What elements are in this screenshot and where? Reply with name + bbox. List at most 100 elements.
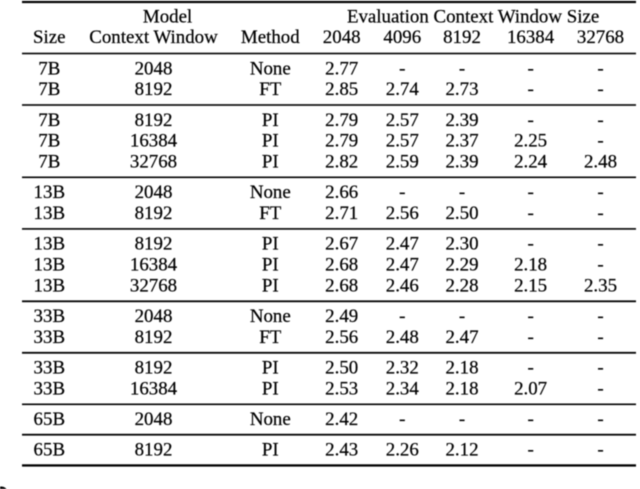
svg-text:-: -: [527, 110, 533, 131]
svg-text:2.37: 2.37: [445, 131, 478, 152]
svg-text:33B: 33B: [34, 306, 66, 327]
svg-text:-: -: [399, 306, 405, 327]
svg-text:32768: 32768: [130, 276, 177, 297]
svg-text:2.46: 2.46: [386, 276, 419, 297]
svg-text:2.32: 2.32: [386, 358, 419, 379]
svg-text:PI: PI: [262, 234, 279, 255]
svg-text:32768: 32768: [130, 152, 177, 173]
svg-text:8192: 8192: [135, 440, 173, 461]
svg-text:FT: FT: [259, 79, 282, 100]
svg-text:-: -: [527, 409, 533, 430]
svg-text:2.59: 2.59: [386, 152, 419, 173]
svg-text:2.39: 2.39: [445, 110, 478, 131]
svg-text:2048: 2048: [135, 58, 173, 79]
svg-text:8192: 8192: [135, 327, 173, 348]
svg-text:None: None: [250, 182, 291, 203]
svg-text:-: -: [597, 440, 603, 461]
svg-text:-: -: [527, 182, 533, 203]
svg-text:2.25: 2.25: [514, 131, 547, 152]
svg-text:2.71: 2.71: [325, 203, 358, 224]
svg-text:PI: PI: [262, 110, 279, 131]
svg-text:PI: PI: [262, 131, 279, 152]
svg-text:-: -: [527, 58, 533, 79]
svg-text:2.07: 2.07: [514, 379, 547, 400]
svg-text:-: -: [527, 358, 533, 379]
svg-text:2.30: 2.30: [445, 234, 478, 255]
svg-text:2.82: 2.82: [325, 152, 358, 173]
svg-text:2.48: 2.48: [386, 327, 419, 348]
svg-text:-: -: [527, 234, 533, 255]
svg-text:-: -: [399, 58, 405, 79]
svg-text:2.68: 2.68: [325, 255, 358, 276]
svg-text:-: -: [597, 79, 603, 100]
svg-text:FT: FT: [259, 327, 282, 348]
svg-text:2.18: 2.18: [445, 379, 478, 400]
svg-text:Model: Model: [143, 7, 192, 28]
svg-text:7B: 7B: [38, 152, 60, 173]
svg-text:16384: 16384: [130, 131, 178, 152]
svg-text:-: -: [527, 440, 533, 461]
svg-text:7B: 7B: [38, 58, 60, 79]
svg-text:13B: 13B: [34, 255, 66, 276]
svg-text:2.35: 2.35: [584, 276, 617, 297]
svg-text:-: -: [459, 58, 465, 79]
svg-text:2.57: 2.57: [386, 110, 419, 131]
svg-text:PI: PI: [262, 358, 279, 379]
svg-text:-: -: [597, 255, 603, 276]
svg-text:-: -: [597, 234, 603, 255]
svg-text:2.79: 2.79: [325, 131, 358, 152]
svg-text:2.57: 2.57: [386, 131, 419, 152]
svg-text:PI: PI: [262, 379, 279, 400]
svg-text:2.68: 2.68: [325, 276, 358, 297]
svg-text:32768: 32768: [577, 27, 624, 48]
svg-text:2.53: 2.53: [325, 379, 358, 400]
svg-text:2.48: 2.48: [584, 152, 617, 173]
svg-text:2.79: 2.79: [325, 110, 358, 131]
svg-text:2.47: 2.47: [386, 234, 419, 255]
svg-text:2.50: 2.50: [445, 203, 478, 224]
svg-text:PI: PI: [262, 440, 279, 461]
svg-text:PI: PI: [262, 152, 279, 173]
svg-text:Context Window: Context Window: [89, 27, 218, 48]
svg-text:2.26: 2.26: [386, 440, 419, 461]
svg-text:-: -: [527, 327, 533, 348]
svg-text:8192: 8192: [135, 79, 173, 100]
svg-text:16384: 16384: [507, 27, 555, 48]
svg-text:8192: 8192: [443, 27, 481, 48]
svg-text:-: -: [597, 110, 603, 131]
svg-text:None: None: [250, 58, 291, 79]
svg-text:2.29: 2.29: [445, 255, 478, 276]
svg-text:Size: Size: [33, 27, 66, 48]
svg-text:2.39: 2.39: [445, 152, 478, 173]
svg-text:2.18: 2.18: [514, 255, 547, 276]
svg-text:2.56: 2.56: [386, 203, 419, 224]
svg-text:2048: 2048: [323, 27, 361, 48]
svg-text:-: -: [597, 131, 603, 152]
svg-text:Method: Method: [241, 27, 300, 48]
svg-text:7B: 7B: [38, 131, 60, 152]
svg-text:16384: 16384: [130, 379, 178, 400]
svg-text:2.47: 2.47: [445, 327, 478, 348]
svg-text:33B: 33B: [34, 379, 66, 400]
svg-text:8192: 8192: [135, 203, 173, 224]
svg-text:FT: FT: [259, 203, 282, 224]
svg-text:2.47: 2.47: [386, 255, 419, 276]
svg-text:-: -: [597, 306, 603, 327]
svg-text:2.28: 2.28: [445, 276, 478, 297]
svg-text:33B: 33B: [34, 358, 66, 379]
svg-text:-: -: [597, 58, 603, 79]
svg-text:None: None: [250, 306, 291, 327]
svg-text:-: -: [527, 203, 533, 224]
svg-text:2.12: 2.12: [445, 440, 478, 461]
svg-text:-: -: [527, 79, 533, 100]
svg-text:-: -: [597, 379, 603, 400]
svg-text:2.66: 2.66: [325, 182, 358, 203]
svg-text:2.24: 2.24: [514, 152, 548, 173]
svg-text:2048: 2048: [135, 306, 173, 327]
svg-text:2.15: 2.15: [514, 276, 547, 297]
svg-text:2048: 2048: [135, 182, 173, 203]
svg-text:2.77: 2.77: [325, 58, 358, 79]
svg-text:PI: PI: [262, 276, 279, 297]
svg-text:PI: PI: [262, 255, 279, 276]
svg-text:13B: 13B: [34, 203, 66, 224]
